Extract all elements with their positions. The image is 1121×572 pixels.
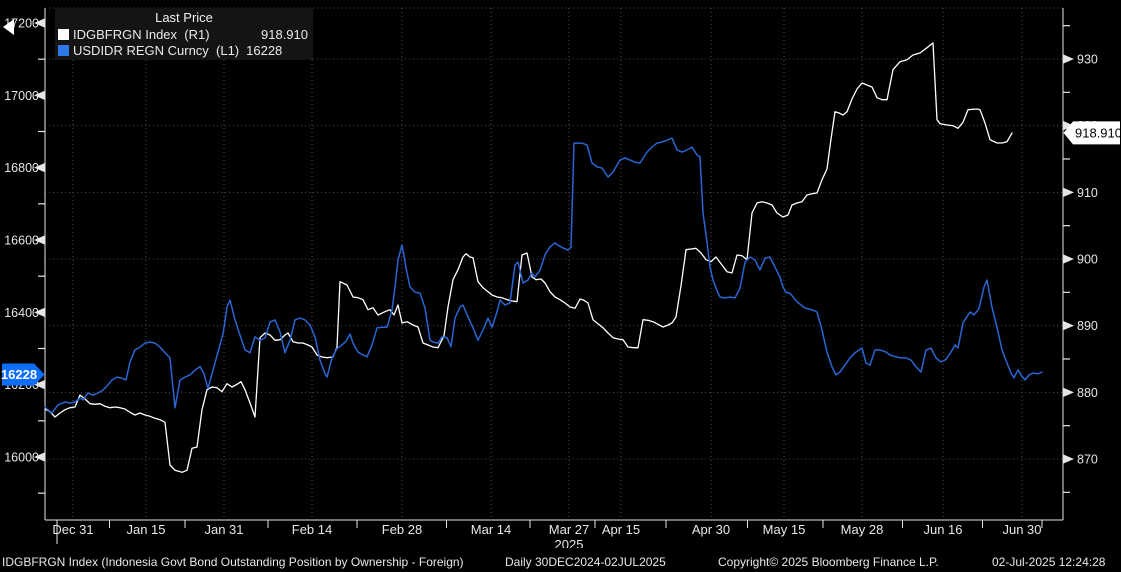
x-axis-label: Apr 30 [692,522,730,537]
x-axis-label: Feb 28 [382,522,422,537]
x-axis-label: Feb 14 [292,522,332,537]
footer-copyright: Copyright© 2025 Bloomberg Finance L.P. [718,555,939,569]
left-axis-tick-arrow-icon [34,18,45,28]
x-axis-year-label: 2025 [555,537,584,548]
footer-date-range: Daily 30DEC2024-02JUL2025 [505,555,666,569]
x-axis-label: Jun 30 [1002,522,1041,537]
x-axis-label: May 15 [763,522,806,537]
left-axis-tick-arrow-icon [34,163,45,173]
legend-series-name: USDIDR REGN Curncy (L1) [73,42,240,58]
x-axis-label: Jan 31 [204,522,243,537]
left-axis-label: 16000 [4,451,39,465]
right-axis-tick-arrow-icon [1063,187,1074,197]
right-axis-tick-arrow-icon [1063,121,1074,131]
legend-row-usdidr[interactable]: USDIDR REGN Curncy (L1) 16228 [55,42,313,58]
status-bar: IDGBFRGN Index (Indonesia Govt Bond Outs… [0,552,1121,572]
usdidr-price-line[interactable] [44,137,1043,414]
footer-title: IDGBFRGN Index (Indonesia Govt Bond Outs… [2,555,464,569]
right-axis-label: 880 [1077,386,1098,400]
x-axis-label: Mar 14 [471,522,511,537]
left-axis-label: 16400 [4,306,39,320]
legend-series-value: 918.910 [261,26,308,42]
left-axis-tick-arrow-icon [34,307,45,317]
left-axis-label: 16800 [4,161,39,175]
x-axis-label: Apr 15 [602,522,640,537]
panel-arrow-icon [3,19,14,35]
right-axis-tick-arrow-icon [1063,454,1074,464]
right-axis-label: 910 [1077,186,1098,200]
x-axis-label: Dec 31 [52,522,93,537]
usdidr-last-price-badge-value: 16228 [1,367,37,382]
right-axis-tick-arrow-icon [1063,254,1074,264]
idgbfrgn-last-price-badge-value: 918.910 [1075,125,1121,140]
left-axis-tick-arrow-icon [34,235,45,245]
footer-timestamp: 02-Jul-2025 12:24:28 [992,555,1106,569]
legend-series-name: IDGBFRGN Index (R1) [73,26,210,42]
right-axis-tick-arrow-icon [1063,54,1074,64]
right-axis-tick-arrow-icon [1063,387,1074,397]
right-axis-label: 900 [1077,253,1098,267]
left-axis-label: 16600 [4,234,39,248]
idgbfrgn-last-price-badge [1063,121,1120,145]
price-chart[interactable]: 1720017000168001660016400162001600093092… [0,0,1121,548]
idgbfrgn-swatch-icon [58,28,69,40]
usdidr-swatch-icon [58,44,69,56]
x-axis-label: Mar 27 [549,522,589,537]
x-axis-label: May 28 [841,522,884,537]
legend-series-value: 16228 [246,42,283,58]
right-axis-label: 890 [1077,319,1098,333]
legend-row-idgbfrgn[interactable]: IDGBFRGN Index (R1) 918.910 [55,26,313,42]
idgbfrgn-price-line[interactable] [44,42,1013,473]
left-axis-tick-arrow-icon [34,90,45,100]
x-axis-label: Jan 15 [126,522,165,537]
left-axis-label: 17000 [4,89,39,103]
right-axis-label: 870 [1077,453,1098,467]
right-axis-tick-arrow-icon [1063,321,1074,331]
right-axis-label: 930 [1077,53,1098,67]
usdidr-last-price-badge [2,363,45,386]
left-axis-tick-arrow-icon [34,380,45,390]
chart-legend: Last Price IDGBFRGN Index (R1) 918.910 U… [55,8,313,60]
legend-header: Last Price [155,10,213,25]
x-axis-label: Jun 16 [923,522,962,537]
left-axis-tick-arrow-icon [34,452,45,462]
